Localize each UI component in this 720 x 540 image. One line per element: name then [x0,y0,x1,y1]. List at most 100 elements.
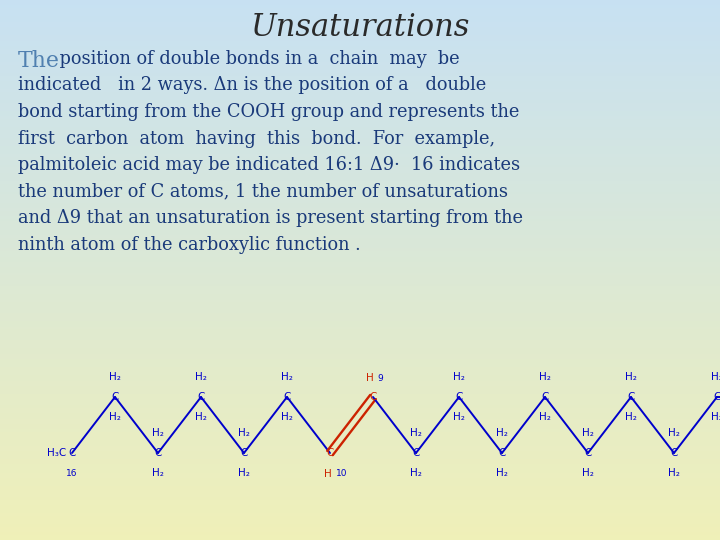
Bar [0,173,720,176]
Bar [0,483,720,486]
Bar [0,284,720,286]
Bar [0,451,720,454]
Text: H₂: H₂ [410,468,422,478]
Text: H: H [366,373,374,383]
Bar [0,243,720,246]
Bar [0,151,720,154]
Bar [0,429,720,432]
Text: H₂: H₂ [668,468,680,478]
Bar [0,84,720,86]
Bar [0,497,720,500]
Text: C: C [541,392,549,402]
Bar [0,319,720,321]
Bar [0,78,720,81]
Bar [0,273,720,275]
Bar [0,130,720,132]
Bar [0,184,720,186]
Bar [0,111,720,113]
Bar [0,416,720,418]
Bar [0,205,720,208]
Bar [0,505,720,508]
Bar [0,113,720,116]
Bar [0,230,720,232]
Bar [0,208,720,211]
Text: H₂: H₂ [539,372,551,382]
Text: H₂: H₂ [152,428,164,438]
Bar [0,246,720,248]
Text: C: C [154,448,162,458]
Bar [0,491,720,494]
Text: H₂: H₂ [668,428,680,438]
Bar [0,413,720,416]
Bar [0,38,720,40]
Bar [0,472,720,475]
Bar [0,59,720,62]
Bar [0,124,720,127]
Text: H₂: H₂ [238,428,250,438]
Text: C: C [326,448,333,458]
Bar [0,421,720,424]
Text: C: C [68,448,76,458]
Bar [0,238,720,240]
Bar [0,359,720,362]
Bar [0,138,720,140]
Bar [0,340,720,343]
Text: H₂: H₂ [195,372,207,382]
Bar [0,502,720,505]
Bar [0,478,720,481]
Bar [0,270,720,273]
Bar [0,19,720,22]
Bar [0,389,720,392]
Bar [0,221,720,224]
Bar [0,27,720,30]
Bar [0,410,720,413]
Text: C: C [498,448,505,458]
Bar [0,262,720,265]
Bar [0,381,720,383]
Bar [0,327,720,329]
Text: bond starting from the COOH group and represents the: bond starting from the COOH group and re… [18,103,519,121]
Bar [0,470,720,472]
Text: H₂: H₂ [539,412,551,422]
Bar [0,200,720,202]
Bar [0,62,720,65]
Bar [0,103,720,105]
Bar [0,456,720,459]
Text: C: C [714,392,720,402]
Bar [0,92,720,94]
Bar [0,464,720,467]
Bar [0,362,720,364]
Bar [0,335,720,338]
Text: H₂: H₂ [109,412,121,422]
Text: 10: 10 [336,469,348,478]
Text: H₂: H₂ [582,428,594,438]
Bar [0,437,720,440]
Bar [0,43,720,46]
Bar [0,446,720,448]
Bar [0,116,720,119]
Bar [0,81,720,84]
Bar [0,219,720,221]
Text: palmitoleic acid may be indicated 16:1 Δ9·  16 indicates: palmitoleic acid may be indicated 16:1 Δ… [18,156,520,174]
Bar [0,170,720,173]
Bar [0,265,720,267]
Bar [0,432,720,435]
Bar [0,65,720,68]
Bar [0,518,720,521]
Bar [0,408,720,410]
Bar [0,392,720,394]
Bar [0,24,720,27]
Bar [0,278,720,281]
Bar [0,235,720,238]
Bar [0,427,720,429]
Text: first  carbon  atom  having  this  bond.  For  example,: first carbon atom having this bond. For … [18,130,495,147]
Bar [0,394,720,397]
Bar [0,448,720,451]
Bar [0,462,720,464]
Text: indicated   in 2 ways. Δn is the position of a   double: indicated in 2 ways. Δn is the position … [18,77,486,94]
Bar [0,14,720,16]
Bar [0,35,720,38]
Bar [0,286,720,289]
Bar [0,316,720,319]
Text: H₂: H₂ [625,412,637,422]
